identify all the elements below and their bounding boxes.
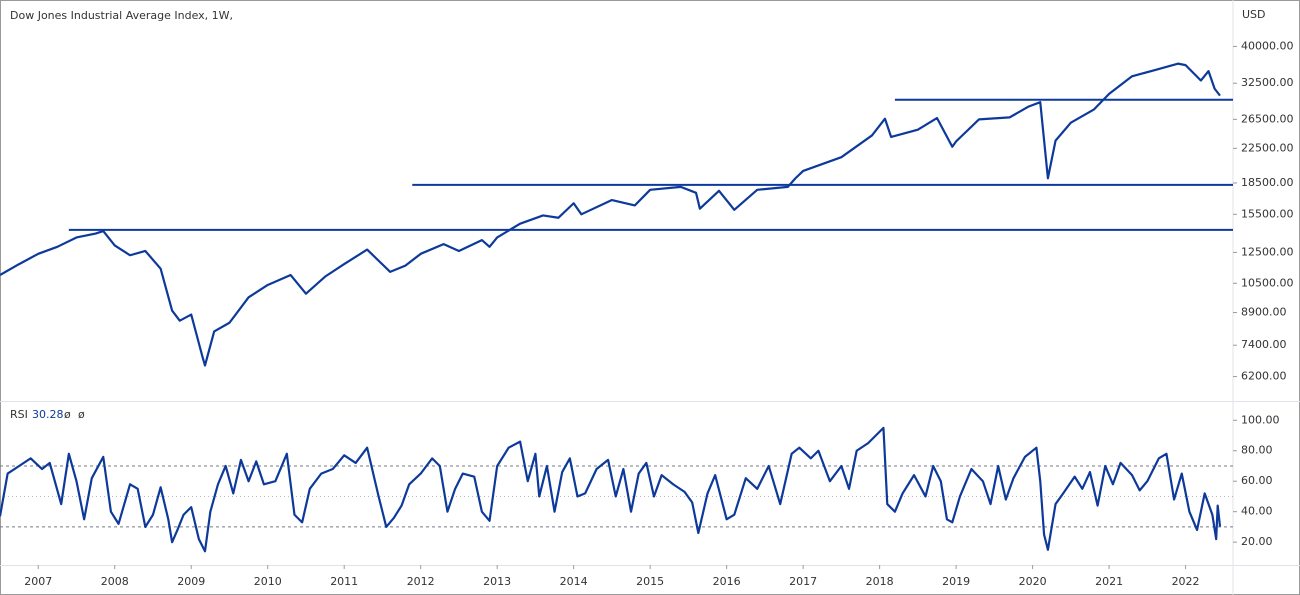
- x-tick-label: 2011: [330, 575, 358, 588]
- x-tick-label: 2017: [789, 575, 817, 588]
- y-unit: USD: [1242, 8, 1266, 21]
- y-tick-label: 10500.00: [1241, 276, 1294, 289]
- y-tick-label: 40.00: [1241, 505, 1273, 518]
- series-line: [0, 62, 1221, 367]
- y-tick-label: 7400.00: [1241, 338, 1287, 351]
- y-tick-label: 26500.00: [1241, 112, 1294, 125]
- x-tick-label: 2020: [1019, 575, 1047, 588]
- x-tick-label: 2009: [177, 575, 205, 588]
- x-tick-label: 2013: [483, 575, 511, 588]
- y-tick-label: 80.00: [1241, 444, 1273, 457]
- indicator-input: ø: [64, 408, 71, 421]
- y-tick-label: 15500.00: [1241, 207, 1294, 220]
- x-tick-label: 2008: [101, 575, 129, 588]
- y-tick-label: 12500.00: [1241, 245, 1294, 258]
- y-tick-label: 32500.00: [1241, 76, 1294, 89]
- x-tick-label: 2019: [942, 575, 970, 588]
- indicator-title: RSI: [10, 408, 28, 421]
- y-tick-label: 8900.00: [1241, 306, 1287, 319]
- y-tick-label: 60.00: [1241, 474, 1273, 487]
- x-tick-label: 2022: [1172, 575, 1200, 588]
- x-tick-label: 2014: [560, 575, 588, 588]
- x-tick-label: 2018: [866, 575, 894, 588]
- y-tick-label: 100.00: [1241, 413, 1280, 426]
- x-tick-label: 2015: [636, 575, 664, 588]
- x-tick-label: 2010: [254, 575, 282, 588]
- x-tick-label: 2021: [1095, 575, 1123, 588]
- y-tick-label: 6200.00: [1241, 370, 1287, 383]
- y-tick-label: 20.00: [1241, 535, 1273, 548]
- y-tick-label: 22500.00: [1241, 141, 1294, 154]
- y-tick-label: 40000.00: [1241, 39, 1294, 52]
- series-line: [0, 426, 1222, 553]
- indicator-value: 30.28: [32, 408, 64, 421]
- x-tick-label: 2016: [713, 575, 741, 588]
- indicator-input: ø: [78, 408, 85, 421]
- x-tick-label: 2007: [24, 575, 52, 588]
- x-tick-label: 2012: [407, 575, 435, 588]
- chart-title: Dow Jones Industrial Average Index, 1W,: [10, 9, 233, 22]
- y-tick-label: 18500.00: [1241, 176, 1294, 189]
